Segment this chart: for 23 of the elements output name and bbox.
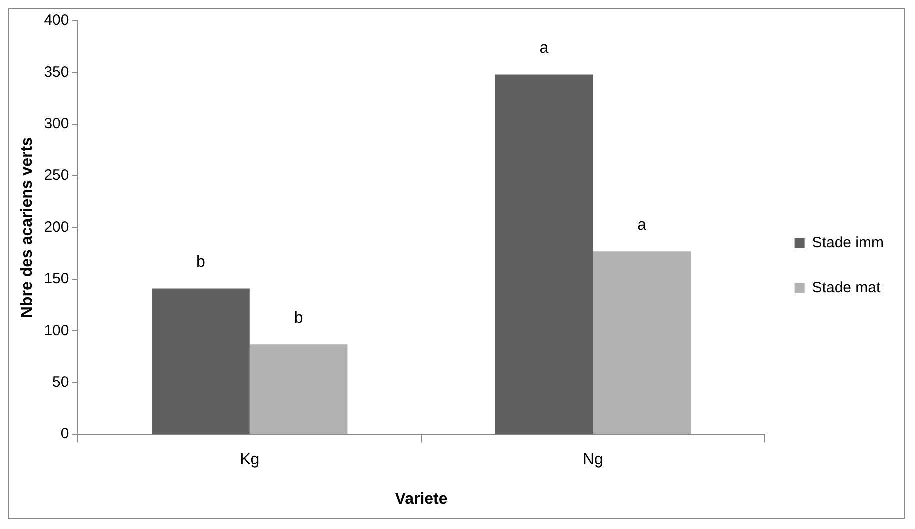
- bar: [495, 74, 594, 434]
- x-tick-label: Ng: [582, 452, 604, 469]
- x-axis-title: Variete: [395, 490, 448, 508]
- y-tick-label: 100: [44, 322, 70, 340]
- data-label: a: [638, 216, 647, 234]
- y-tick-label: 350: [44, 64, 70, 81]
- data-label: a: [540, 40, 549, 58]
- legend-label: Stade mat: [812, 280, 882, 297]
- y-tick-label: 150: [44, 270, 70, 288]
- y-tick-label: 0: [60, 426, 70, 443]
- data-label: b: [196, 254, 206, 272]
- data-label: b: [294, 310, 304, 328]
- y-axis-title: Nbre des acariens verts: [19, 137, 36, 318]
- bar: [152, 288, 250, 434]
- legend-label: Stade imm: [812, 234, 884, 252]
- y-tick-label: 250: [44, 167, 70, 184]
- bar: [250, 344, 348, 434]
- y-tick-label: 400: [44, 12, 70, 30]
- y-tick-label: 200: [44, 218, 70, 236]
- y-tick-label: 50: [52, 374, 70, 392]
- y-tick-label: 300: [44, 116, 70, 133]
- bar: [593, 252, 692, 434]
- x-tick-label: Kg: [240, 452, 260, 469]
